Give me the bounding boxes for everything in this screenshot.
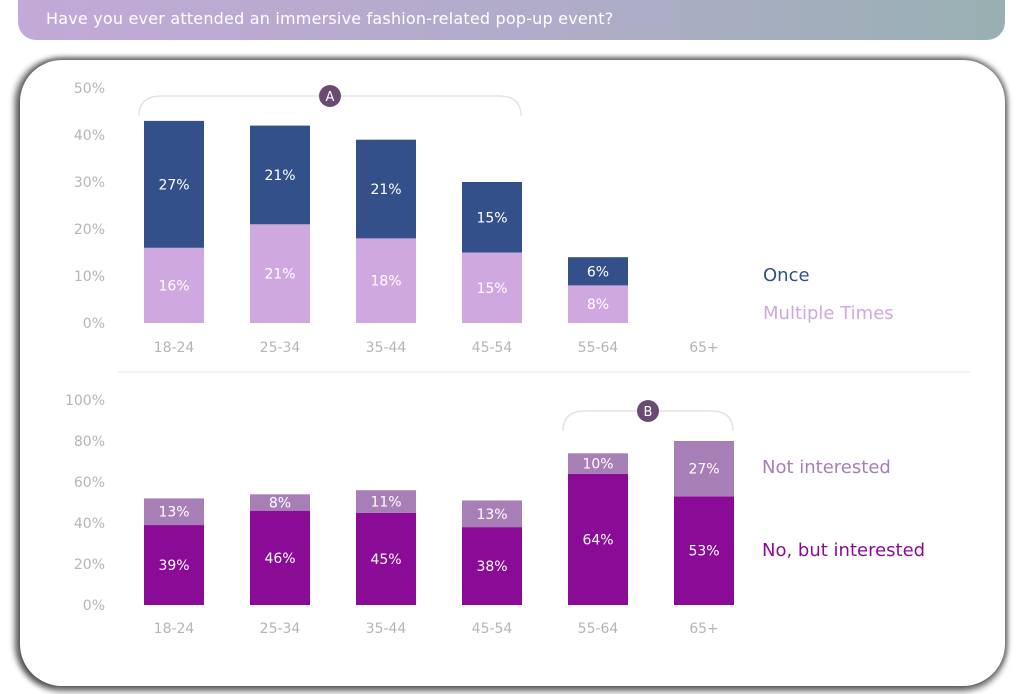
data-label: 15% <box>476 210 507 226</box>
annotation-label: A <box>326 90 335 105</box>
data-label: 27% <box>158 177 189 193</box>
y-tick-label: 100% <box>65 393 105 409</box>
y-tick-label: 80% <box>74 434 105 450</box>
bar-segment <box>674 496 734 605</box>
bar-segment <box>568 257 628 286</box>
data-label: 21% <box>264 168 295 184</box>
data-label: 53% <box>688 544 719 560</box>
y-tick-label: 0% <box>83 316 105 332</box>
bar-segment <box>250 494 310 511</box>
bar-segment <box>462 252 522 323</box>
question-title: Have you ever attended an immersive fash… <box>46 9 614 28</box>
data-label: 39% <box>158 558 189 574</box>
y-tick-label: 40% <box>74 128 105 144</box>
y-tick-label: 50% <box>74 81 105 97</box>
x-tick-label: 45-54 <box>472 340 513 356</box>
y-tick-label: 0% <box>83 598 105 614</box>
y-tick-label: 40% <box>74 516 105 532</box>
data-label: 21% <box>370 182 401 198</box>
annotation-label: B <box>644 405 653 420</box>
x-tick-label: 25-34 <box>260 340 301 356</box>
bar-segment <box>462 527 522 605</box>
data-label: 10% <box>582 457 613 473</box>
annotation-marker <box>319 85 341 107</box>
data-label: 38% <box>476 559 507 575</box>
data-label: 6% <box>587 264 609 280</box>
annotation-marker <box>637 400 659 422</box>
x-tick-label: 35-44 <box>366 340 407 356</box>
x-tick-label: 65+ <box>689 340 719 356</box>
data-label: 8% <box>587 297 609 313</box>
question-banner: Have you ever attended an immersive fash… <box>18 0 1005 40</box>
data-label: 18% <box>370 274 401 290</box>
x-tick-label: 45-54 <box>472 621 513 637</box>
bar-segment <box>356 490 416 513</box>
y-tick-label: 20% <box>74 557 105 573</box>
y-tick-label: 10% <box>74 269 105 285</box>
data-label: 64% <box>582 532 613 548</box>
bar-segment <box>674 441 734 497</box>
data-label: 13% <box>158 505 189 521</box>
x-tick-label: 18-24 <box>154 621 195 637</box>
bar-segment <box>250 224 310 323</box>
bar-segment <box>356 512 416 605</box>
bar-segment <box>250 510 310 605</box>
bar-segment <box>144 498 204 526</box>
x-tick-label: 25-34 <box>260 621 301 637</box>
data-label: 21% <box>264 267 295 283</box>
bar-segment <box>144 247 204 323</box>
x-tick-label: 55-64 <box>578 340 619 356</box>
y-tick-label: 30% <box>74 175 105 191</box>
bar-segment <box>462 182 522 253</box>
legend-entry: Multiple Times <box>763 303 894 324</box>
data-label: 45% <box>370 552 401 568</box>
bar-segment <box>144 525 204 605</box>
bar-segment <box>356 139 416 239</box>
data-label: 11% <box>370 494 401 510</box>
x-tick-label: 55-64 <box>578 621 619 637</box>
data-label: 16% <box>158 278 189 294</box>
legend-entry: Not interested <box>762 457 891 478</box>
data-label: 15% <box>476 281 507 297</box>
x-tick-label: 65+ <box>689 621 719 637</box>
x-tick-label: 35-44 <box>366 621 407 637</box>
bar-segment <box>356 238 416 323</box>
y-tick-label: 60% <box>74 475 105 491</box>
legend-entry: No, but interested <box>762 540 925 561</box>
bar-segment <box>144 120 204 248</box>
y-tick-label: 20% <box>74 222 105 238</box>
bar-segment <box>250 125 310 225</box>
bar-segment <box>568 473 628 605</box>
bar-segment <box>568 285 628 323</box>
data-label: 13% <box>476 507 507 523</box>
bar-segment <box>568 453 628 474</box>
legend-entry: Once <box>763 265 810 286</box>
data-label: 46% <box>264 551 295 567</box>
x-tick-label: 18-24 <box>154 340 195 356</box>
bar-segment <box>462 500 522 528</box>
data-label: 27% <box>688 462 719 478</box>
data-label: 8% <box>269 496 291 512</box>
